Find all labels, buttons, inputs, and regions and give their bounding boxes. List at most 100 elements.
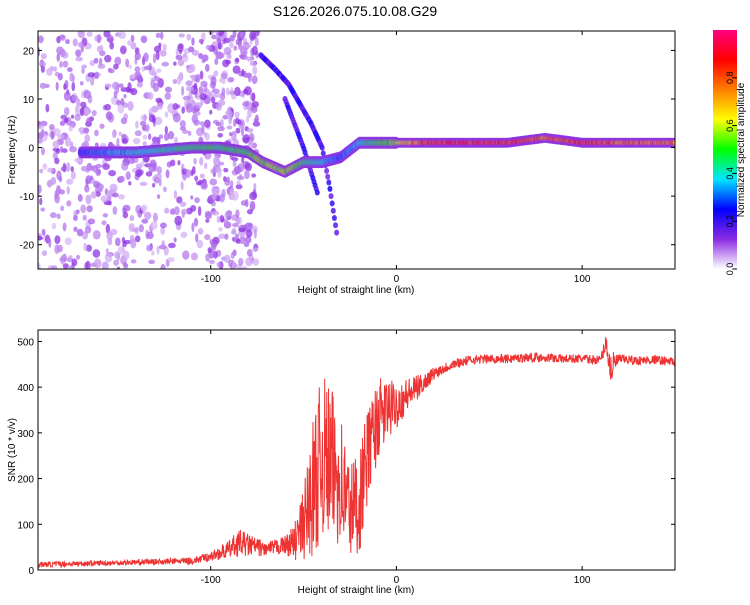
spectrogram-noise-blob	[207, 90, 213, 98]
snr-y-tick-label: 0	[28, 566, 34, 577]
spectrogram-noise-blob	[60, 205, 65, 212]
spectrogram-noise-blob	[146, 123, 150, 133]
spectrogram-noise-blob	[224, 218, 229, 228]
spectrogram-noise-blob	[238, 257, 244, 266]
spectrogram-noise-blob	[113, 259, 120, 266]
spectrogram-noise-blob	[235, 127, 241, 134]
spectrogram-noise-blob	[185, 80, 193, 87]
spectrogram-noise-blob	[79, 107, 85, 117]
spectrogram-noise-blob	[96, 168, 101, 176]
spectrogram-noise-blob	[194, 197, 200, 204]
spectrogram-noise-blob	[40, 147, 45, 156]
spectrogram-noise-blob	[236, 180, 241, 185]
spectrogram-noise-blob	[229, 187, 234, 198]
spectrogram-noise-blob	[191, 37, 195, 46]
spectrogram-noise-blob	[64, 237, 72, 245]
spectrogram-noise-blob	[217, 41, 222, 50]
spectrogram-noise-blob	[181, 208, 188, 215]
spectrogram-noise-blob	[204, 132, 210, 141]
spectrogram-noise-blob	[181, 85, 185, 96]
colorbar-ticks: 0.0 0.2 0.4 0.6 0.8	[725, 72, 737, 275]
spectrogram-noise-blob	[120, 45, 127, 55]
spectrogram-noise-blob	[128, 181, 132, 186]
snr-series-line	[37, 337, 676, 569]
spectrogram-noise-blob	[130, 34, 135, 43]
spectrogram-noise-blob	[232, 159, 237, 168]
spectrogram-noise-blob	[79, 81, 84, 86]
spectrogram-noise-blob	[219, 193, 225, 203]
spectrogram-noise-blob	[219, 92, 226, 101]
spectrogram-noise-blob	[231, 227, 237, 235]
spectrogram-noise-blob	[129, 74, 136, 79]
spectrogram-noise-blob	[66, 200, 72, 207]
spectrogram-noise-blob	[223, 167, 229, 173]
spectrogram-noise-blob	[215, 103, 222, 111]
spectrogram-noise-blob	[40, 64, 45, 73]
spectrogram-noise-blob	[209, 178, 218, 186]
spectrogram-noise-blob	[252, 65, 258, 75]
spectrogram-noise-blob	[201, 123, 205, 134]
spectrogram-noise-blob	[164, 86, 172, 93]
spectrogram-noise-blob	[182, 54, 189, 63]
spectrogram-noise-blob	[68, 125, 73, 132]
spectrogram-noise-blob	[211, 34, 218, 40]
spectrogram-noise-blob	[134, 66, 141, 73]
spectrogram-noise-blob	[234, 111, 240, 119]
spectrogram-noise-blob	[195, 233, 199, 243]
spectrogram-noise-blob	[233, 45, 238, 51]
spectrogram-arc-blob	[320, 150, 326, 157]
spectrogram-noise-blob	[248, 139, 254, 149]
spectrogram-noise-blob	[179, 201, 187, 208]
spectrogram-noise-blob	[210, 76, 217, 86]
colorbar-tick-label: 0.8	[725, 72, 735, 85]
spectrogram-noise-blob	[101, 261, 109, 269]
spectrogram-noise-blob	[83, 106, 90, 117]
spectrogram-noise-blob	[93, 167, 97, 173]
spectrogram-noise-blob	[185, 86, 194, 92]
snr-x-ticks: -100 0 100	[201, 330, 591, 586]
spectrogram-noise-blob	[62, 222, 67, 232]
spectrogram-noise-blob	[39, 61, 47, 67]
spectrogram-noise-blob	[156, 68, 162, 73]
spectrogram-noise-blob	[248, 75, 252, 83]
spectrogram-noise-blob	[70, 114, 75, 119]
spectrogram-noise-blob	[204, 63, 210, 72]
spectrogram-noise-blob	[235, 38, 242, 46]
spectrogram-noise-blob	[71, 81, 76, 92]
spectrogram-noise-blob	[125, 58, 130, 68]
snr-y-tick-label: 100	[17, 520, 34, 531]
spectrogram-noise-blob	[185, 169, 191, 178]
snr-y-tick-label: 200	[17, 475, 34, 486]
spectrogram-noise-blob	[235, 209, 240, 218]
spectrogram-noise-blob	[52, 140, 60, 149]
spectrogram-noise-blob	[211, 210, 220, 216]
spectrogram-noise-blob	[53, 128, 61, 136]
spectrogram-noise-blob	[84, 225, 92, 234]
spectrogram-noise-blob	[213, 31, 220, 34]
spectrogram-x-tick-label: -100	[201, 274, 221, 285]
spectrogram-noise-blob	[72, 38, 78, 47]
spectrogram-noise-blob	[244, 198, 249, 208]
spectrogram-arc-blob	[324, 167, 330, 174]
spectrogram-noise-blob	[63, 83, 67, 91]
spectrogram-noise-blob	[39, 197, 43, 206]
spectrogram-noise-blob	[244, 169, 250, 180]
spectrogram-noise-blob	[116, 266, 121, 269]
spectrogram-noise-blob	[190, 195, 194, 200]
spectrogram-noise-blob	[221, 78, 226, 85]
spectrogram-noise-blob	[70, 171, 76, 180]
spectrogram-noise-blob	[65, 178, 74, 185]
spectrogram-noise-blob	[249, 191, 258, 201]
spectrogram-noise-blob	[250, 105, 258, 114]
spectrogram-noise-blob	[164, 92, 172, 100]
spectrogram-noise-blob	[77, 41, 84, 48]
spectrogram-noise-blob	[237, 43, 243, 51]
spectrogram-noise-blob	[199, 157, 204, 166]
spectrogram-noise-blob	[229, 34, 235, 42]
spectrogram-noise-blob	[83, 127, 90, 134]
spectrogram-arc-blob	[327, 185, 333, 192]
spectrogram-noise-blob	[86, 31, 93, 37]
spectrogram-noise-blob	[241, 68, 245, 77]
spectrogram-noise-blob	[109, 183, 118, 193]
spectrogram-noise-blob	[212, 187, 221, 196]
